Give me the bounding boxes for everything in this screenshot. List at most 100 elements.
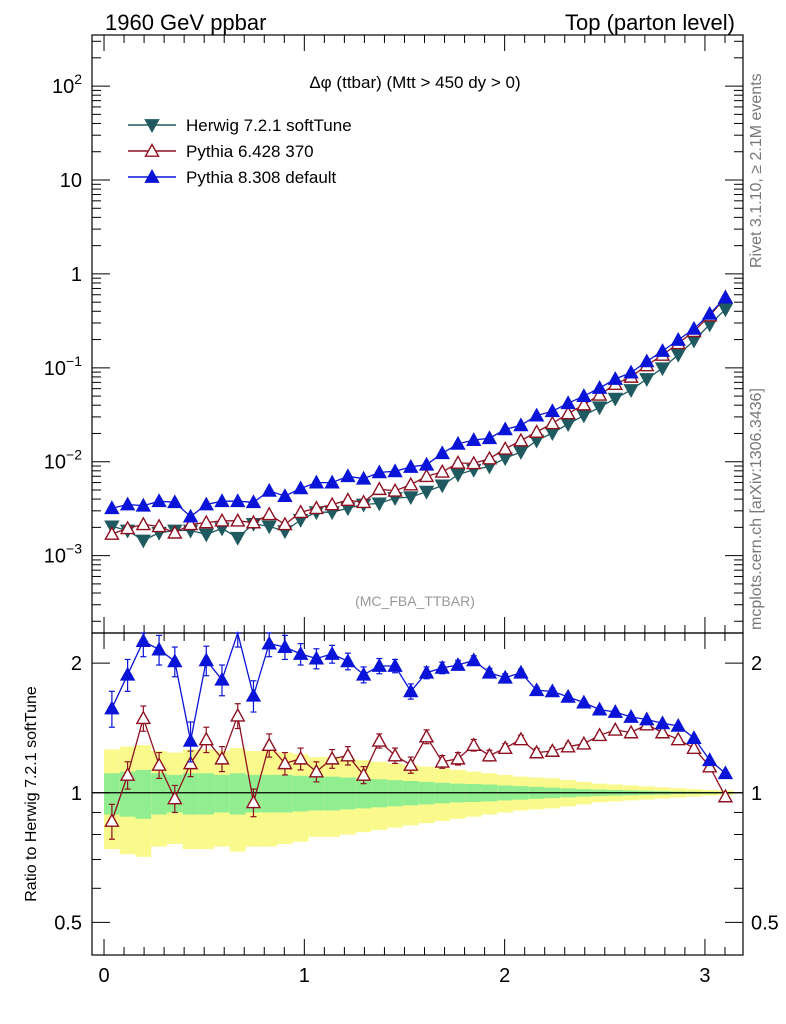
band-inner [261, 774, 278, 813]
data-point [670, 332, 686, 346]
analysis-watermark: (MC_FBA_TTBAR) [355, 593, 475, 609]
main-series-layer [104, 289, 734, 549]
data-point [591, 401, 608, 416]
ratio-point [371, 732, 388, 747]
data-point [371, 497, 388, 512]
data-point [576, 388, 592, 402]
ratio-point [560, 688, 576, 703]
ratio-point [607, 704, 623, 718]
data-point [717, 289, 734, 304]
y-tick-label: 102 [52, 71, 82, 98]
ratio-series-layer [104, 630, 734, 840]
ratio-point [403, 683, 419, 698]
ratio-point [623, 709, 639, 723]
header-right: Top (parton level) [565, 10, 735, 35]
ratio-point [292, 750, 309, 765]
main-panel: 10−3 10−2 10−1 1 10 102 Δφ (ttbar) (Mtt > 450… [44, 34, 744, 634]
y-tick-label: 10 [60, 170, 82, 192]
data-point [481, 430, 498, 445]
data-point [434, 463, 450, 478]
x-tick-label: 1 [299, 965, 310, 987]
data-point [135, 497, 152, 512]
ratio-point [528, 682, 545, 697]
data-point [387, 463, 403, 478]
data-point [292, 480, 309, 495]
data-point [544, 403, 561, 418]
ratio-point [151, 757, 167, 771]
ratio-point [104, 813, 120, 827]
data-point [245, 514, 262, 529]
ratio-point [167, 790, 183, 805]
data-point [717, 303, 734, 318]
data-point [277, 488, 293, 503]
data-point [167, 494, 183, 509]
ratio-band-layer [92, 745, 743, 857]
data-point [182, 516, 199, 531]
band-inner [308, 776, 325, 811]
ratio-y-tick-label: 1 [71, 783, 82, 805]
band-inner [292, 775, 309, 812]
data-point [450, 435, 466, 450]
ratio-point [119, 666, 136, 681]
band-inner [104, 773, 120, 815]
ratio-point [670, 731, 686, 746]
ratio-point [355, 666, 372, 681]
band-inner [135, 769, 152, 819]
data-point [702, 305, 718, 320]
ratio-point [576, 694, 592, 709]
ratio-y-tick-label: 0.5 [54, 912, 82, 934]
ratio-point [167, 653, 183, 668]
data-point [466, 432, 482, 446]
band-inner [340, 777, 356, 810]
data-point [450, 455, 466, 469]
data-point [214, 512, 230, 527]
data-point [670, 348, 686, 363]
ratio-point [513, 731, 529, 746]
data-point [450, 468, 466, 483]
data-point [639, 353, 655, 368]
band-inner [151, 773, 167, 815]
y-tick-label: 10−1 [44, 353, 82, 380]
ratio-point [182, 732, 199, 747]
data-point [607, 392, 623, 407]
band-inner [119, 771, 136, 817]
data-point [639, 373, 655, 387]
ratio-point [418, 664, 435, 679]
ratio-point [214, 671, 230, 686]
ratio-point [544, 743, 561, 757]
data-point [403, 476, 419, 491]
ratio-line [111, 713, 726, 822]
ratio-point [607, 721, 623, 736]
ratio-point [230, 707, 246, 722]
data-point [418, 456, 435, 471]
ratio-point [245, 687, 262, 702]
data-point [466, 455, 482, 470]
data-point [576, 409, 592, 424]
data-point [230, 512, 246, 527]
data-point [135, 534, 152, 549]
series-2 [104, 289, 734, 523]
ratio-point [686, 740, 702, 754]
data-point [513, 417, 529, 432]
data-point [387, 482, 403, 497]
x-tick-label: 3 [699, 965, 710, 987]
ratio-point [481, 664, 498, 679]
data-point [292, 504, 309, 519]
data-point [434, 445, 450, 460]
band-inner [214, 774, 230, 813]
data-point [261, 506, 277, 521]
ratio-point [654, 724, 671, 739]
ratio-point [324, 750, 340, 765]
ratio-point [639, 711, 655, 726]
ratio-y-label: Ratio to Herwig 7.2.1 softTune [23, 686, 40, 902]
ratio-point [686, 730, 702, 744]
ratio-point [591, 701, 608, 716]
ratio-line [111, 630, 726, 774]
band-inner [355, 778, 372, 809]
data-point [198, 528, 214, 543]
x-tick-label: 0 [98, 965, 109, 987]
data-point [261, 482, 277, 497]
ratio-point [277, 639, 293, 653]
y-tick-label: 10−3 [44, 541, 82, 568]
